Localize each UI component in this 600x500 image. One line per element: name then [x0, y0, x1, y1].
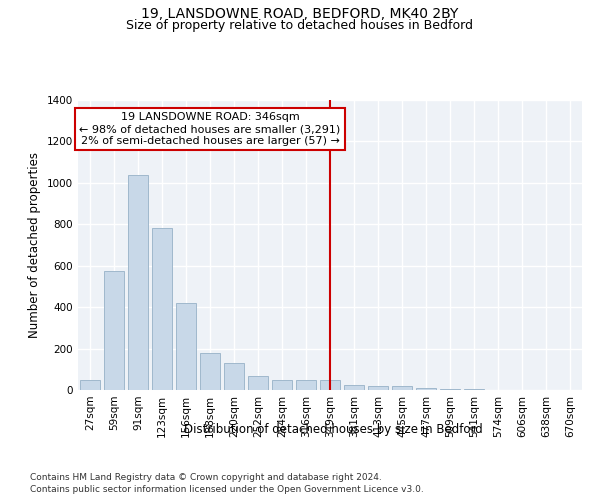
Bar [80, 380, 100, 390]
Text: Distribution of detached houses by size in Bedford: Distribution of detached houses by size … [184, 422, 482, 436]
Bar [224, 363, 244, 390]
Bar [296, 380, 316, 390]
Bar [152, 228, 172, 390]
Bar [176, 303, 196, 390]
Text: 19 LANSDOWNE ROAD: 346sqm
← 98% of detached houses are smaller (3,291)
2% of sem: 19 LANSDOWNE ROAD: 346sqm ← 98% of detac… [79, 112, 341, 146]
Text: Contains public sector information licensed under the Open Government Licence v3: Contains public sector information licen… [30, 485, 424, 494]
Bar [320, 380, 340, 390]
Bar [200, 352, 220, 390]
Text: Size of property relative to detached houses in Bedford: Size of property relative to detached ho… [127, 18, 473, 32]
Bar [104, 271, 124, 390]
Text: Contains HM Land Registry data © Crown copyright and database right 2024.: Contains HM Land Registry data © Crown c… [30, 472, 382, 482]
Bar [392, 386, 412, 390]
Y-axis label: Number of detached properties: Number of detached properties [28, 152, 41, 338]
Bar [248, 376, 268, 390]
Bar [272, 380, 292, 390]
Text: 19, LANSDOWNE ROAD, BEDFORD, MK40 2BY: 19, LANSDOWNE ROAD, BEDFORD, MK40 2BY [142, 8, 458, 22]
Bar [440, 389, 460, 390]
Bar [416, 388, 436, 390]
Bar [128, 174, 148, 390]
Bar [368, 386, 388, 390]
Bar [344, 385, 364, 390]
